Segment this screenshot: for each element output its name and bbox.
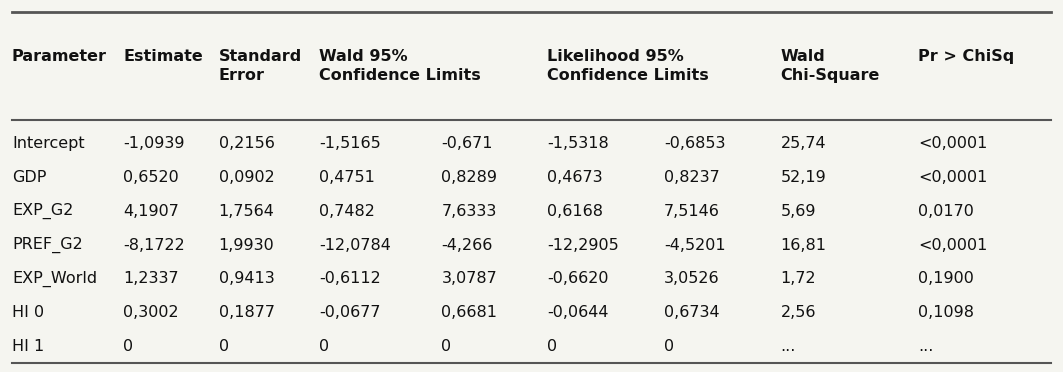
Text: HI 0: HI 0 bbox=[12, 305, 45, 320]
Text: Wald
Chi-Square: Wald Chi-Square bbox=[780, 49, 880, 83]
Text: -4,5201: -4,5201 bbox=[664, 238, 726, 253]
Text: 0: 0 bbox=[547, 339, 557, 354]
Text: 0,7482: 0,7482 bbox=[320, 204, 375, 219]
Text: 0: 0 bbox=[219, 339, 229, 354]
Text: 0,0902: 0,0902 bbox=[219, 170, 274, 185]
Text: -0,6112: -0,6112 bbox=[320, 271, 382, 286]
Text: -1,5165: -1,5165 bbox=[320, 136, 382, 151]
Text: 7,5146: 7,5146 bbox=[664, 204, 720, 219]
Text: -0,0644: -0,0644 bbox=[547, 305, 609, 320]
Text: GDP: GDP bbox=[12, 170, 47, 185]
Text: 0,4673: 0,4673 bbox=[547, 170, 603, 185]
Text: 4,1907: 4,1907 bbox=[123, 204, 180, 219]
Text: -4,266: -4,266 bbox=[441, 238, 493, 253]
Text: 0,2156: 0,2156 bbox=[219, 136, 274, 151]
Text: EXP_G2: EXP_G2 bbox=[12, 203, 73, 219]
Text: 0,8237: 0,8237 bbox=[664, 170, 720, 185]
Text: 7,6333: 7,6333 bbox=[441, 204, 496, 219]
Text: -0,671: -0,671 bbox=[441, 136, 493, 151]
Text: 0,0170: 0,0170 bbox=[918, 204, 975, 219]
Text: 0,6734: 0,6734 bbox=[664, 305, 720, 320]
Text: HI 1: HI 1 bbox=[12, 339, 45, 354]
Text: 0: 0 bbox=[664, 339, 674, 354]
Text: 0,6681: 0,6681 bbox=[441, 305, 497, 320]
Text: 0,3002: 0,3002 bbox=[123, 305, 179, 320]
Text: -12,2905: -12,2905 bbox=[547, 238, 619, 253]
Text: EXP_World: EXP_World bbox=[12, 271, 97, 287]
Text: 3,0526: 3,0526 bbox=[664, 271, 720, 286]
Text: -1,0939: -1,0939 bbox=[123, 136, 185, 151]
Text: 1,72: 1,72 bbox=[780, 271, 816, 286]
Text: Likelihood 95%
Confidence Limits: Likelihood 95% Confidence Limits bbox=[547, 49, 709, 83]
Text: 0: 0 bbox=[123, 339, 134, 354]
Text: 0,1877: 0,1877 bbox=[219, 305, 274, 320]
Text: 52,19: 52,19 bbox=[780, 170, 826, 185]
Text: -8,1722: -8,1722 bbox=[123, 238, 185, 253]
Text: -12,0784: -12,0784 bbox=[320, 238, 391, 253]
Text: 0,6168: 0,6168 bbox=[547, 204, 604, 219]
Text: -0,6853: -0,6853 bbox=[664, 136, 726, 151]
Text: -0,0677: -0,0677 bbox=[320, 305, 381, 320]
Text: Parameter: Parameter bbox=[12, 49, 107, 64]
Text: 25,74: 25,74 bbox=[780, 136, 826, 151]
Text: <0,0001: <0,0001 bbox=[918, 136, 988, 151]
Text: 0,9413: 0,9413 bbox=[219, 271, 274, 286]
Text: Intercept: Intercept bbox=[12, 136, 85, 151]
Text: 1,9930: 1,9930 bbox=[219, 238, 274, 253]
Text: 5,69: 5,69 bbox=[780, 204, 816, 219]
Text: 0: 0 bbox=[441, 339, 452, 354]
Text: 1,2337: 1,2337 bbox=[123, 271, 179, 286]
Text: 0,1900: 0,1900 bbox=[918, 271, 975, 286]
Text: ...: ... bbox=[780, 339, 796, 354]
Text: 0,1098: 0,1098 bbox=[918, 305, 975, 320]
Text: <0,0001: <0,0001 bbox=[918, 170, 988, 185]
Text: 0,6520: 0,6520 bbox=[123, 170, 179, 185]
Text: 16,81: 16,81 bbox=[780, 238, 827, 253]
Text: ...: ... bbox=[918, 339, 934, 354]
Text: Estimate: Estimate bbox=[123, 49, 203, 64]
Text: 0,8289: 0,8289 bbox=[441, 170, 497, 185]
Text: <0,0001: <0,0001 bbox=[918, 238, 988, 253]
Text: -1,5318: -1,5318 bbox=[547, 136, 609, 151]
Text: 0: 0 bbox=[320, 339, 330, 354]
Text: Standard
Error: Standard Error bbox=[219, 49, 302, 83]
Text: Wald 95%
Confidence Limits: Wald 95% Confidence Limits bbox=[320, 49, 482, 83]
Text: 0,4751: 0,4751 bbox=[320, 170, 375, 185]
Text: Pr > ChiSq: Pr > ChiSq bbox=[918, 49, 1015, 64]
Text: -0,6620: -0,6620 bbox=[547, 271, 609, 286]
Text: PREF_G2: PREF_G2 bbox=[12, 237, 83, 253]
Text: 2,56: 2,56 bbox=[780, 305, 816, 320]
Text: 1,7564: 1,7564 bbox=[219, 204, 274, 219]
Text: 3,0787: 3,0787 bbox=[441, 271, 497, 286]
